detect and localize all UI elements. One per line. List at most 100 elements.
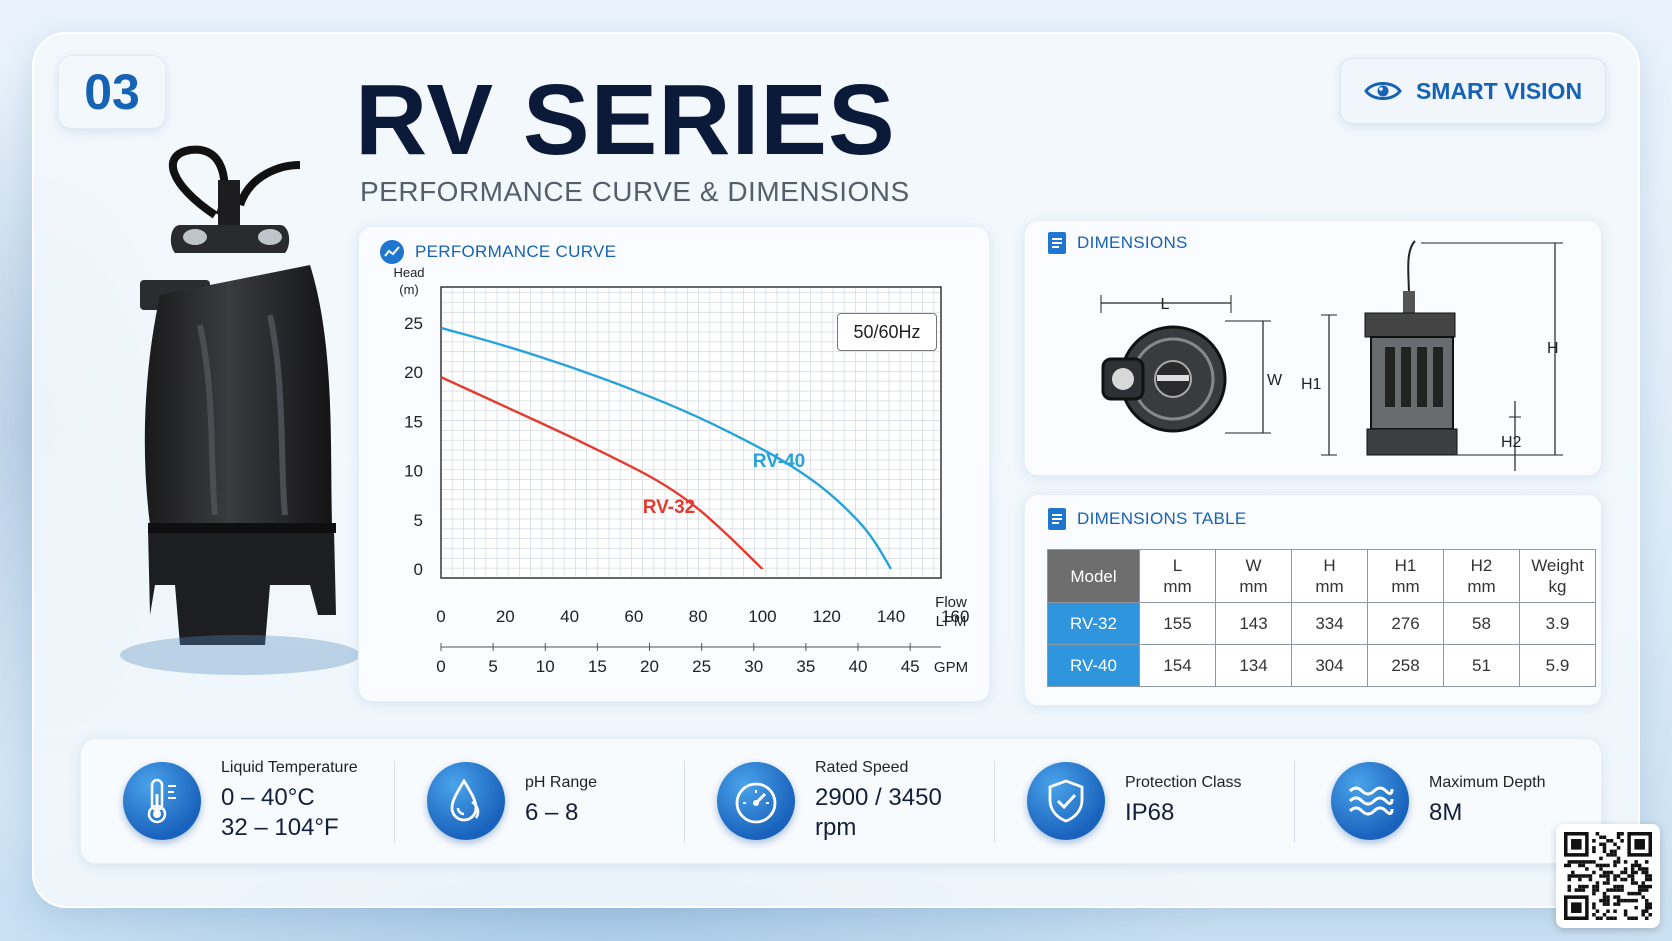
speedometer-icon bbox=[735, 782, 777, 824]
spec-value: 32 – 104°F bbox=[221, 814, 339, 841]
dim-label-l: L bbox=[1161, 296, 1170, 313]
page-subtitle: PERFORMANCE CURVE & DIMENSIONS bbox=[360, 176, 910, 207]
spec-label: Protection Class bbox=[1125, 774, 1242, 791]
spec-divider bbox=[1294, 761, 1295, 843]
spec-label: Rated Speed bbox=[815, 759, 909, 776]
x-axis-label: Flow bbox=[935, 594, 967, 611]
shield-check-icon bbox=[1048, 779, 1084, 823]
table-cell: 143 bbox=[1215, 602, 1292, 645]
x2-tick-label: 45 bbox=[901, 657, 920, 676]
table-header-cell: H2 mm bbox=[1443, 549, 1520, 603]
performance-curve-heading: PERFORMANCE CURVE bbox=[379, 231, 616, 273]
x2-tick-label: 0 bbox=[436, 657, 445, 676]
x-tick-label: 80 bbox=[689, 607, 708, 626]
table-cell: 154 bbox=[1139, 644, 1216, 687]
x-tick-label: 20 bbox=[496, 607, 515, 626]
table-cell: 258 bbox=[1367, 644, 1444, 687]
dimensions-table-heading: DIMENSIONS TABLE bbox=[1047, 497, 1247, 541]
table-cell: 334 bbox=[1291, 602, 1368, 645]
y-tick-label: 15 bbox=[404, 412, 423, 431]
y-tick-label: 0 bbox=[414, 560, 423, 579]
gauge-chart-icon bbox=[380, 240, 404, 264]
x-tick-label: 60 bbox=[624, 607, 643, 626]
x2-tick-label: 15 bbox=[588, 657, 607, 676]
spec-value: 6 – 8 bbox=[525, 799, 579, 826]
table-cell: 3.9 bbox=[1519, 602, 1596, 645]
dim-label-w: W bbox=[1267, 372, 1283, 389]
table-cell: 5.9 bbox=[1519, 644, 1596, 687]
x2-tick-label: 20 bbox=[640, 657, 659, 676]
eye-icon bbox=[1364, 82, 1402, 100]
series-line-rv-40 bbox=[440, 326, 893, 570]
thermometer-icon bbox=[147, 778, 176, 824]
x-tick-label: 0 bbox=[436, 607, 445, 626]
spec-ph-range: pH Range 6 – 8 bbox=[427, 739, 597, 863]
table-row: RV-40 154 134 304 258 51 5.9 bbox=[1047, 644, 1596, 687]
x-tick-label: 160 bbox=[941, 607, 969, 626]
spec-rated-speed: Rated Speed 2900 / 3450 rpm bbox=[717, 739, 942, 863]
table-cell: 134 bbox=[1215, 644, 1292, 687]
spec-label: Maximum Depth bbox=[1429, 774, 1546, 791]
dim-label-h1: H1 bbox=[1301, 376, 1322, 393]
x-tick-label: 40 bbox=[560, 607, 579, 626]
spec-maximum-depth: Maximum Depth 8M bbox=[1331, 739, 1545, 863]
y-axis-label: Head bbox=[393, 265, 424, 280]
series-label-rv-40: RV-40 bbox=[753, 451, 805, 472]
table-cell-model: RV-40 bbox=[1047, 644, 1140, 687]
x2-tick-label: 35 bbox=[796, 657, 815, 676]
dim-label-h2: H2 bbox=[1501, 434, 1522, 451]
dimensions-heading: DIMENSIONS bbox=[1047, 221, 1188, 265]
table-header-model: Model bbox=[1047, 549, 1140, 603]
x2-axis-label: GPM bbox=[934, 659, 968, 676]
x2-tick-label: 10 bbox=[536, 657, 555, 676]
spec-protection-class: Protection Class IP68 bbox=[1027, 739, 1242, 863]
spec-label: Liquid Temperature bbox=[221, 759, 358, 776]
x-tick-label: 100 bbox=[748, 607, 776, 626]
y-axis-label: (m) bbox=[399, 282, 419, 297]
y-tick-label: 10 bbox=[404, 462, 423, 481]
spec-divider bbox=[684, 761, 685, 843]
performance-curve-card: PERFORMANCE CURVE 0 5 10 15 20 25 Head (m) 0 20 40… bbox=[358, 226, 990, 702]
y-tick-label: 25 bbox=[404, 314, 423, 333]
table-cell: 58 bbox=[1443, 602, 1520, 645]
x2-tick-label: 40 bbox=[849, 657, 868, 676]
frequency-label: 50/60Hz bbox=[837, 313, 937, 351]
spec-divider bbox=[994, 761, 995, 843]
x-tick-label: 140 bbox=[877, 607, 905, 626]
series-label-rv-32: RV-32 bbox=[643, 497, 695, 518]
table-cell: 155 bbox=[1139, 602, 1216, 645]
x-tick-label: 120 bbox=[813, 607, 841, 626]
table-cell-model: RV-32 bbox=[1047, 602, 1140, 645]
dim-label-h: H bbox=[1547, 340, 1559, 357]
smart-vision-button[interactable]: SMART VISION bbox=[1340, 58, 1606, 124]
plot-frame bbox=[440, 286, 942, 579]
document-icon bbox=[1048, 232, 1066, 254]
table-cell: 51 bbox=[1443, 644, 1520, 687]
smart-vision-label: SMART VISION bbox=[1415, 77, 1583, 104]
spec-value: 0 – 40°C bbox=[221, 784, 315, 811]
spec-value: rpm bbox=[815, 814, 857, 841]
x-axis-label: LPM bbox=[936, 613, 967, 630]
series-line-rv-32 bbox=[440, 376, 764, 570]
table-row: RV-32 155 143 334 276 58 3.9 bbox=[1047, 602, 1596, 645]
x2-tick-label: 30 bbox=[744, 657, 763, 676]
dimension-drawing: L W H1 H H2 bbox=[1100, 240, 1563, 471]
pump-product-image bbox=[120, 145, 360, 675]
table-cell: 276 bbox=[1367, 602, 1444, 645]
water-drop-icon bbox=[450, 778, 480, 822]
table-header-cell: Weight kg bbox=[1519, 549, 1596, 603]
document-icon bbox=[1048, 508, 1066, 530]
waves-icon bbox=[1348, 786, 1394, 816]
x2-tick-label: 5 bbox=[488, 657, 497, 676]
qr-code-image bbox=[1564, 832, 1652, 920]
dimensions-card: DIMENSIONS L W H1 H bbox=[1024, 220, 1602, 476]
qr-code[interactable] bbox=[1556, 824, 1660, 928]
spec-value: 8M bbox=[1429, 799, 1463, 826]
spec-value: IP68 bbox=[1125, 799, 1175, 826]
y-tick-label: 20 bbox=[404, 363, 423, 382]
spec-divider bbox=[394, 761, 395, 843]
x2-tick-label: 25 bbox=[692, 657, 711, 676]
